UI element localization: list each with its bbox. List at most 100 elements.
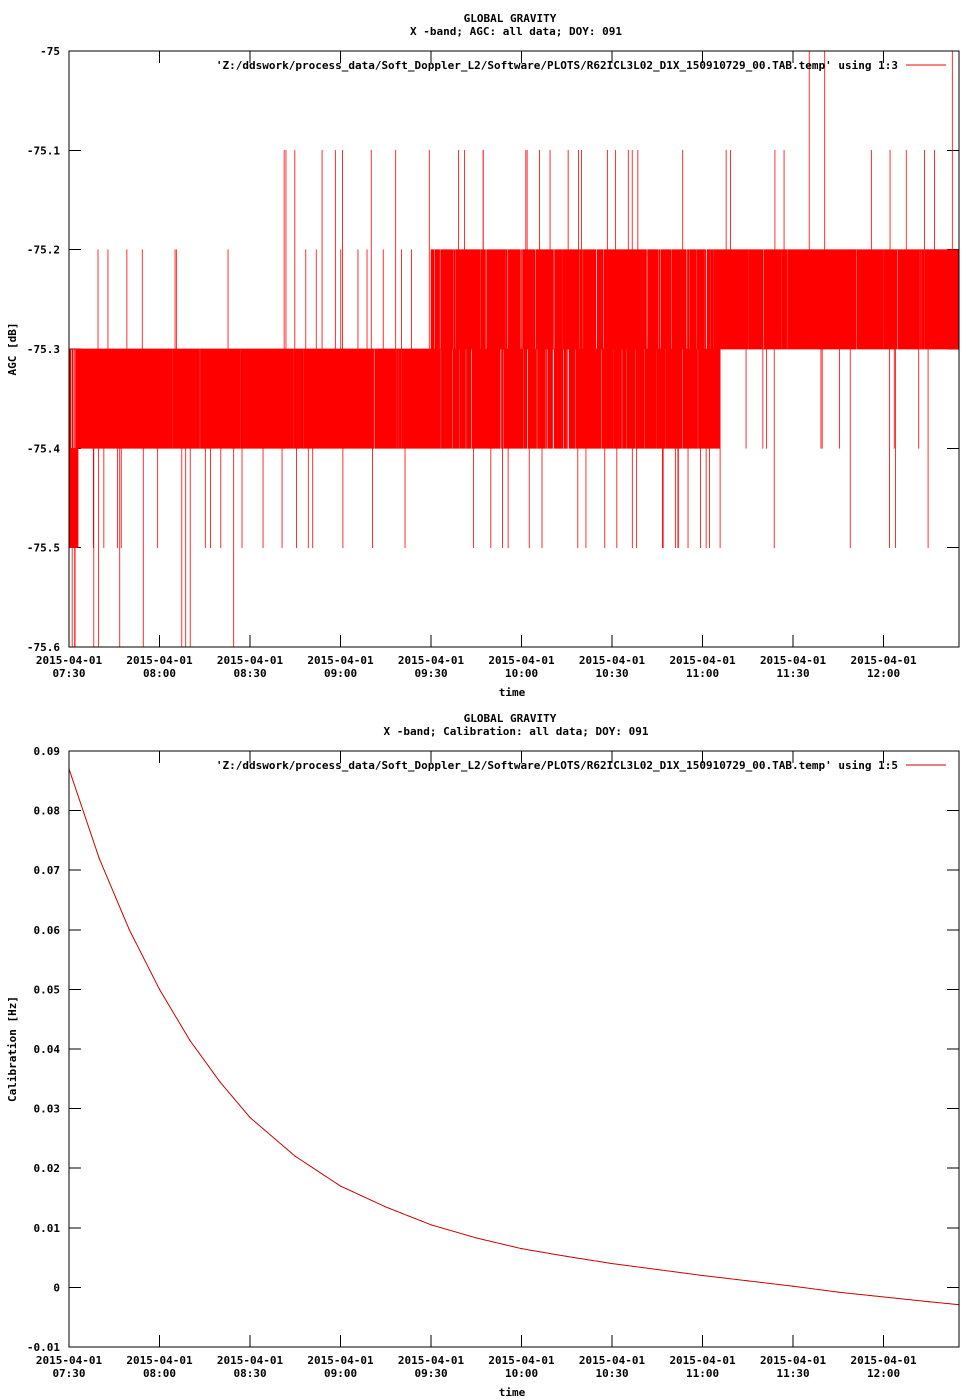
x-tick-time-label: 10:30: [595, 1367, 628, 1380]
calibration-chart-title: GLOBAL GRAVITY: [464, 712, 557, 725]
x-tick-date-label: 2015-04-01: [850, 654, 917, 667]
calibration-data-point: [701, 1274, 704, 1277]
x-tick-time-label: 12:00: [867, 667, 900, 680]
x-tick-date-label: 2015-04-01: [126, 1354, 193, 1367]
x-tick-date-label: 2015-04-01: [488, 1354, 555, 1367]
y-tick-label: 0.01: [34, 1222, 61, 1235]
x-tick-date-label: 2015-04-01: [760, 654, 827, 667]
x-tick-time-label: 09:00: [324, 667, 357, 680]
x-tick-time-label: 08:00: [143, 667, 176, 680]
calibration-data-point: [249, 1116, 251, 1119]
y-tick-label: 0.07: [34, 864, 61, 877]
x-tick-date-label: 2015-04-01: [398, 654, 465, 667]
y-tick-label: 0.05: [34, 983, 61, 996]
x-tick-time-label: 11:00: [686, 667, 719, 680]
y-tick-label: 0.02: [34, 1162, 61, 1175]
calibration-data-point: [158, 988, 161, 991]
agc-legend-label: 'Z:/ddswork/process_data/Soft_Doppler_L2…: [216, 59, 898, 72]
x-tick-date-label: 2015-04-01: [307, 654, 374, 667]
x-tick-date-label: 2015-04-01: [579, 1354, 646, 1367]
x-tick-date-label: 2015-04-01: [36, 1354, 103, 1367]
agc-axis-ticks: -75-75.1-75.2-75.3-75.4-75.5-75.62015-04…: [27, 45, 959, 680]
y-tick-label: 0.09: [34, 745, 61, 758]
x-tick-time-label: 08:30: [233, 1367, 266, 1380]
calibration-chart: GLOBAL GRAVITY X -band; Calibration: all…: [6, 712, 960, 1399]
x-tick-time-label: 11:30: [777, 1367, 810, 1380]
x-tick-time-label: 09:30: [414, 667, 447, 680]
calibration-curve-polyline: [68, 768, 960, 1306]
y-tick-label: -0.01: [27, 1341, 60, 1354]
y-tick-label: -75: [40, 45, 60, 58]
calibration-data-point: [385, 1206, 387, 1208]
calibration-data-point: [656, 1268, 658, 1271]
x-tick-time-label: 08:00: [143, 1367, 176, 1380]
x-tick-date-label: 2015-04-01: [669, 654, 736, 667]
calibration-data-point: [747, 1280, 749, 1282]
y-tick-label: -75.4: [27, 442, 60, 455]
x-tick-time-label: 10:00: [505, 1367, 538, 1380]
calibration-data-point: [566, 1255, 568, 1258]
agc-signal-polyline: [68, 50, 960, 648]
x-tick-time-label: 10:30: [595, 667, 628, 680]
calibration-data-point: [430, 1224, 432, 1226]
calibration-series-line: [68, 768, 960, 1306]
x-tick-date-label: 2015-04-01: [307, 1354, 374, 1367]
calibration-x-axis-label: time: [499, 1386, 526, 1399]
y-tick-label: -75.1: [27, 144, 60, 157]
x-tick-date-label: 2015-04-01: [850, 1354, 917, 1367]
x-tick-time-label: 08:30: [233, 667, 266, 680]
calibration-data-point: [520, 1248, 523, 1250]
x-tick-date-label: 2015-04-01: [217, 654, 284, 667]
x-tick-date-label: 2015-04-01: [126, 654, 193, 667]
calibration-legend-label: 'Z:/ddswork/process_data/Soft_Doppler_L2…: [216, 759, 898, 772]
agc-chart-subtitle: X -band; AGC: all data; DOY: 091: [410, 25, 622, 38]
x-tick-date-label: 2015-04-01: [217, 1354, 284, 1367]
calibration-data-point: [339, 1185, 342, 1187]
x-tick-date-label: 2015-04-01: [669, 1354, 736, 1367]
calibration-data-point: [611, 1262, 613, 1265]
x-tick-time-label: 11:30: [777, 667, 810, 680]
calibration-data-point: [294, 1155, 296, 1157]
calibration-data-point: [837, 1291, 839, 1293]
x-tick-date-label: 2015-04-01: [760, 1354, 827, 1367]
agc-chart: GLOBAL GRAVITY X -band; AGC: all data; D…: [6, 12, 960, 699]
y-tick-label: -75.5: [27, 542, 60, 555]
y-tick-label: -75.6: [27, 641, 60, 654]
agc-plot-frame: [68, 50, 960, 648]
x-tick-date-label: 2015-04-01: [579, 654, 646, 667]
x-tick-time-label: 10:00: [505, 667, 538, 680]
y-tick-label: 0.08: [34, 805, 61, 818]
x-tick-time-label: 11:00: [686, 1367, 719, 1380]
x-tick-time-label: 07:30: [52, 1367, 85, 1380]
calibration-plot-frame: [68, 750, 960, 1348]
calibration-data-point: [189, 1039, 191, 1041]
calibration-y-axis-label: Calibration [Hz]: [6, 996, 19, 1102]
calibration-data-point: [98, 857, 100, 859]
calibration-data-point: [128, 929, 130, 931]
y-tick-label: 0.04: [34, 1043, 61, 1056]
x-tick-time-label: 09:30: [414, 1367, 447, 1380]
x-tick-date-label: 2015-04-01: [488, 654, 555, 667]
calibration-data-point: [928, 1301, 930, 1303]
x-tick-time-label: 09:00: [324, 1367, 357, 1380]
agc-chart-title: GLOBAL GRAVITY: [464, 12, 557, 25]
x-tick-time-label: 12:00: [867, 1367, 900, 1380]
calibration-data-point: [219, 1081, 221, 1083]
agc-y-axis-label: AGC [dB]: [6, 323, 19, 376]
agc-x-axis-label: time: [499, 686, 526, 699]
calibration-chart-subtitle: X -band; Calibration: all data; DOY: 091: [384, 725, 649, 738]
y-tick-label: -75.2: [27, 244, 60, 257]
calibration-data-point: [792, 1285, 794, 1287]
y-tick-label: -75.3: [27, 343, 60, 356]
agc-series-line: [68, 50, 960, 648]
x-tick-time-label: 07:30: [52, 667, 85, 680]
y-tick-label: 0.06: [34, 924, 61, 937]
y-tick-label: 0.03: [34, 1103, 61, 1116]
y-tick-label: 0: [53, 1281, 60, 1294]
x-tick-date-label: 2015-04-01: [398, 1354, 465, 1367]
calibration-data-point: [882, 1296, 885, 1298]
x-tick-date-label: 2015-04-01: [36, 654, 103, 667]
calibration-data-point: [475, 1237, 477, 1239]
